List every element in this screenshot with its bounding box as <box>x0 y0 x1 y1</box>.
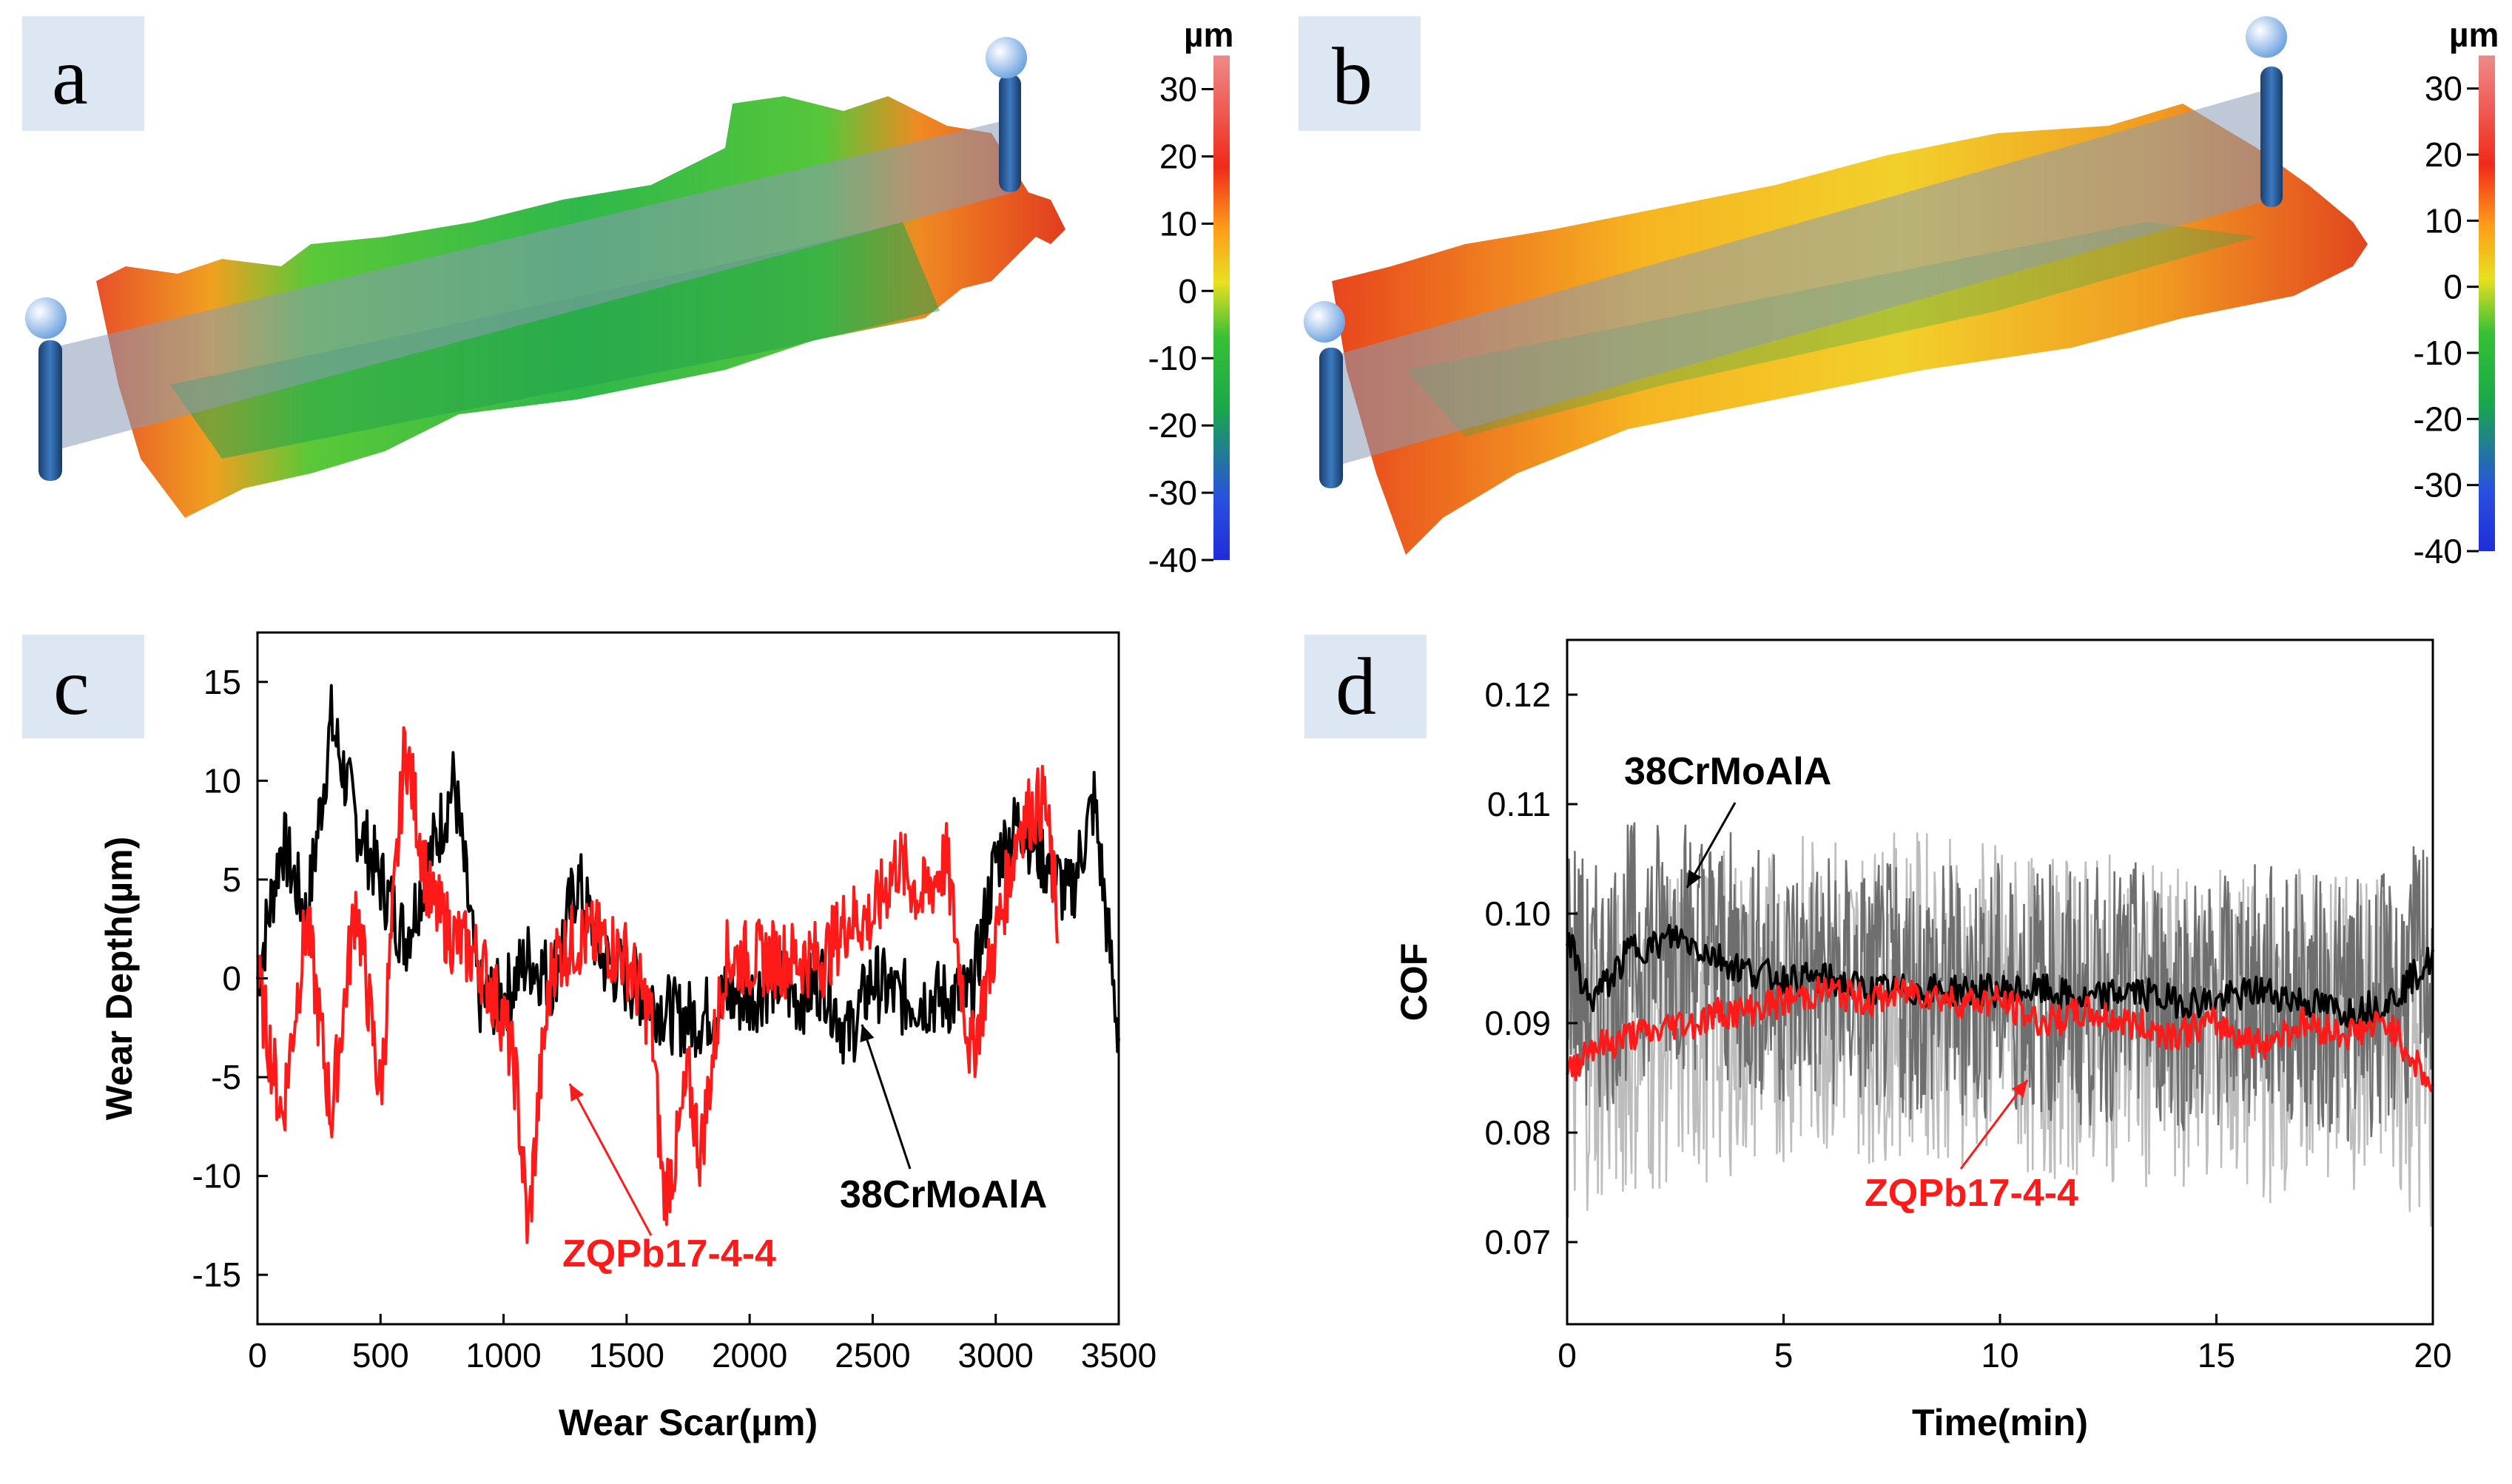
series-line-ZQPb17-4-4 <box>256 726 1059 1244</box>
x-tick-label: 5 <box>1774 1336 1794 1375</box>
surface-a-wear-track <box>170 222 940 459</box>
x-axis-label: Time(min) <box>1912 1402 2088 1443</box>
colorbar-tick-label: 0 <box>2443 268 2462 306</box>
panel-c-label-box <box>22 635 144 738</box>
colorbar-tick-label: 30 <box>2425 70 2462 108</box>
colorbar-tick-label: 20 <box>1159 137 1197 175</box>
x-tick-label: 3500 <box>1081 1336 1156 1375</box>
colorbar-tick-label: -20 <box>1148 406 1197 445</box>
x-tick-label: 15 <box>2198 1336 2235 1375</box>
chart-c: 0 500 1000 1500 2000 2500 3000 3500 15 10 5 0 -5 -10 -… <box>98 631 1156 1443</box>
y-tick-label: 5 <box>222 860 241 899</box>
x-tick-label: 2000 <box>712 1336 787 1375</box>
annotation-arrowhead <box>2011 1080 2027 1098</box>
colorbar-gradient <box>1213 55 1230 560</box>
annotation-label: ZQPb17-4-4 <box>562 1232 776 1275</box>
panel-a-label-box <box>22 16 144 131</box>
x-tick-label: 20 <box>2414 1336 2451 1375</box>
post-b-left-ball <box>1304 301 1345 343</box>
section-plane-a <box>52 118 1014 451</box>
colorbar-tick-label: -40 <box>1148 541 1197 579</box>
y-tick-label: 10 <box>203 761 241 800</box>
annotation-arrowhead <box>1687 869 1702 888</box>
y-axis-label: Wear Depth(µm) <box>98 837 140 1120</box>
colorbar-b: µm 30 20 10 0 -10 -20 -30 -40 <box>2414 16 2499 570</box>
y-tick-label: 0.07 <box>1484 1223 1551 1261</box>
panel-b: b <box>1299 16 2368 555</box>
section-plane-b <box>1336 85 2283 466</box>
series-line-38CrMoAlA <box>256 684 1120 1065</box>
post-b-right <box>2260 67 2283 207</box>
y-tick-label: 0 <box>222 959 241 998</box>
y-tick-label: 0.11 <box>1487 785 1551 823</box>
x-tick-label: 10 <box>1981 1336 2018 1375</box>
y-axis-label: COF <box>1393 943 1435 1022</box>
panel-b-label-box <box>1299 16 1421 131</box>
annotation-arrow <box>1959 1079 2029 1170</box>
colorbar-tick-label: -10 <box>2414 334 2462 372</box>
colorbar-gradient <box>2479 55 2495 551</box>
colorbar-tick-label: 10 <box>1159 204 1197 243</box>
series-line-ZQPb17-4-4 <box>1566 975 2434 1093</box>
annotation-label: 38CrMoAlA <box>1624 750 1831 793</box>
panel-a: a <box>22 16 1065 518</box>
colorbar-tick-label: -10 <box>1148 339 1197 377</box>
post-b-right-ball <box>2246 16 2287 58</box>
annotation-arrowhead <box>570 1084 585 1102</box>
x-tick-label: 3000 <box>958 1336 1034 1375</box>
post-a-right-ball <box>986 37 1027 78</box>
y-tick-label: -10 <box>192 1157 241 1195</box>
colorbar-tick-label: 20 <box>2425 135 2462 174</box>
annotation-arrow <box>568 1083 653 1236</box>
colorbar-tick-label: -30 <box>2414 466 2462 505</box>
colorbar-tick-label: -20 <box>2414 399 2462 438</box>
panel-c-label: c <box>53 641 90 732</box>
post-a-right <box>999 74 1021 192</box>
chart-d: 0 5 10 15 20 0.12 0.11 0.10 0.09 0.08 0.07 Time(min… <box>1393 638 2452 1443</box>
x-tick-label: 0 <box>1558 1336 1577 1375</box>
y-tick-label: 15 <box>203 663 241 701</box>
y-tick-label: 0.10 <box>1484 894 1551 933</box>
x-tick-label: 0 <box>248 1336 267 1375</box>
annotation-label: 38CrMoAlA <box>840 1173 1047 1216</box>
raw-trace-38CrMoAlA <box>1566 822 2434 1142</box>
annotation-arrow <box>1686 802 1737 888</box>
colorbar-a: µm 30 20 10 0 -10 -20 -30 -40 <box>1148 16 1234 579</box>
post-b-left <box>1319 348 1343 488</box>
series-line-38CrMoAlA <box>1566 924 2434 1028</box>
x-tick-label: 500 <box>352 1336 409 1375</box>
y-tick-label: 0.09 <box>1484 1004 1551 1042</box>
annotation-arrow <box>861 1024 912 1170</box>
x-tick-label: 2500 <box>835 1336 910 1375</box>
colorbar-tick-label: 0 <box>1178 271 1197 310</box>
post-a-left <box>38 340 62 481</box>
post-a-left-ball <box>25 297 67 339</box>
colorbar-tick-label: -40 <box>2414 532 2462 570</box>
y-tick-label: -5 <box>211 1058 241 1096</box>
annotation-arrowhead <box>860 1025 875 1043</box>
colorbar-tick-label: -30 <box>1148 473 1197 512</box>
panel-d-label-box <box>1304 635 1427 738</box>
y-tick-label: 0.08 <box>1484 1113 1551 1152</box>
panel-d-label: d <box>1336 641 1376 732</box>
panel-a-label: a <box>52 31 88 121</box>
annotation-label: ZQPb17-4-4 <box>1865 1172 2078 1215</box>
panel-b-label: b <box>1332 31 1373 121</box>
x-axis-label: Wear Scar(µm) <box>559 1402 818 1443</box>
colorbar-tick-label: 30 <box>1159 70 1197 108</box>
colorbar-tick-label: 10 <box>2425 201 2462 240</box>
colorbar-unit: µm <box>1184 16 1233 54</box>
colorbar-unit: µm <box>2449 16 2499 54</box>
y-tick-label: -15 <box>192 1255 241 1294</box>
y-tick-label: 0.12 <box>1484 675 1551 714</box>
x-tick-label: 1000 <box>465 1336 541 1375</box>
x-tick-label: 1500 <box>589 1336 664 1375</box>
